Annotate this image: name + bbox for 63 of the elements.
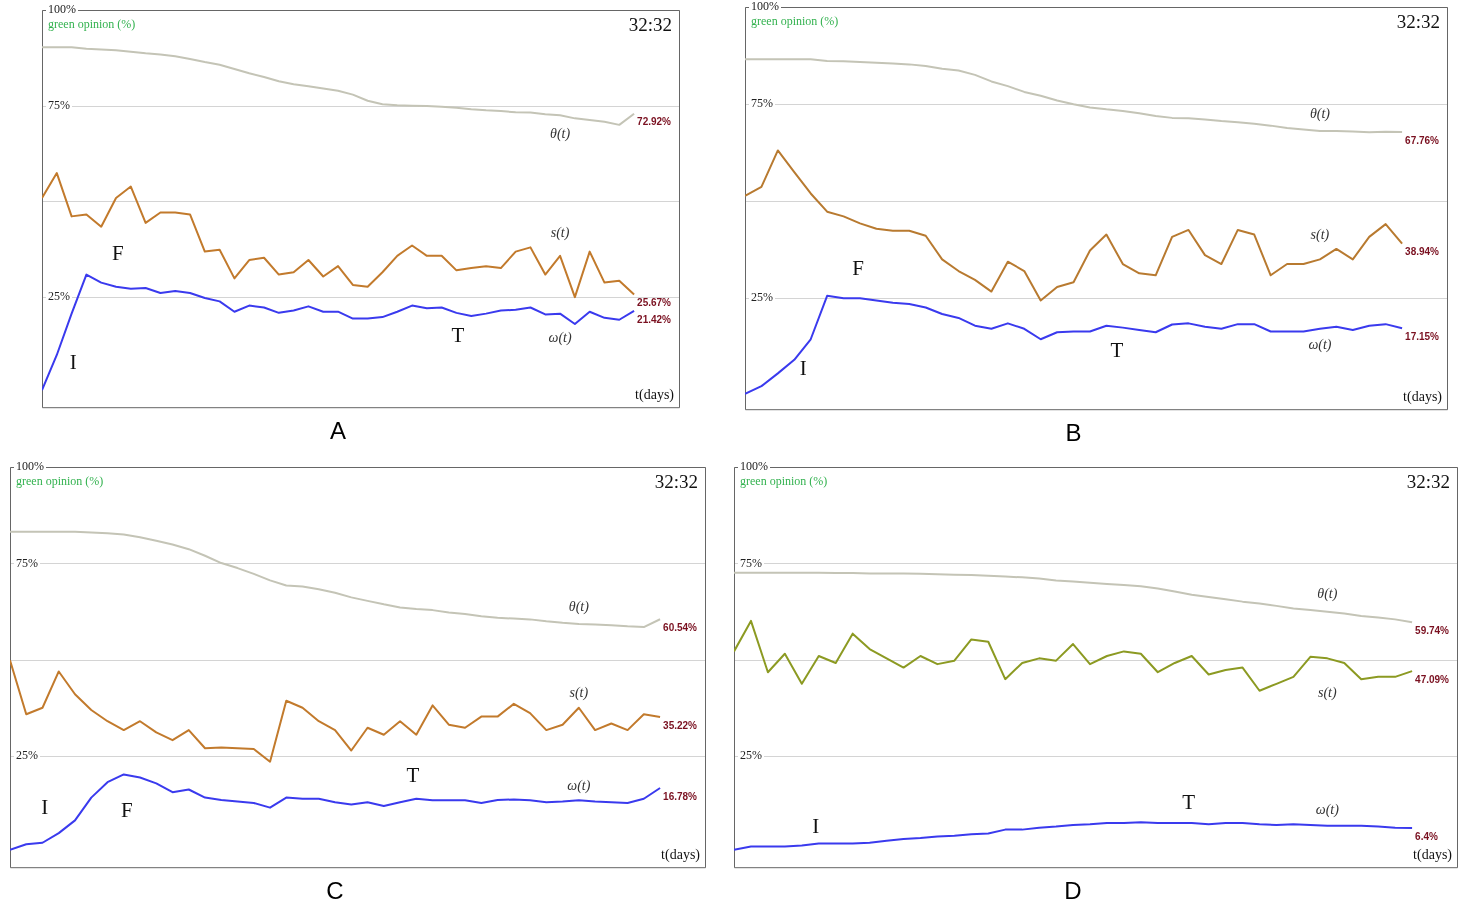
y-tick-label: 25% xyxy=(48,289,70,304)
annotation: T xyxy=(1182,789,1196,814)
data-label: 16.78% xyxy=(663,790,698,802)
series-label: ω(t) xyxy=(1315,801,1340,818)
series-label: θ(t) xyxy=(1309,105,1331,122)
y-tick-label: 100% xyxy=(48,2,76,17)
x-axis-title: t(days) xyxy=(1413,846,1453,863)
annotation: F xyxy=(112,240,124,265)
annotation: I xyxy=(41,794,49,819)
data-label: 21.42% xyxy=(637,313,672,325)
annotation: T xyxy=(1110,337,1124,362)
y-tick-label: 100% xyxy=(751,0,779,14)
series-label: ω(t) xyxy=(548,329,572,346)
data-label: 25.67% xyxy=(637,297,672,309)
y-tick-label: 25% xyxy=(751,289,773,304)
data-label: 60.54% xyxy=(663,621,698,633)
series-label: s(t) xyxy=(569,685,589,702)
annotation: 32:32 xyxy=(628,14,672,36)
text: D xyxy=(1064,877,1082,905)
y-axis-title: green opinion (%) xyxy=(751,14,839,29)
y-tick-label: 100% xyxy=(740,459,768,474)
series-label: θ(t) xyxy=(1317,586,1338,603)
annotation: F xyxy=(121,797,133,822)
y-axis-title: green opinion (%) xyxy=(16,474,104,489)
series-label: ω(t) xyxy=(1308,337,1332,354)
y-tick-label: 75% xyxy=(16,555,38,570)
data-label: 35.22% xyxy=(663,719,698,731)
text: A xyxy=(330,417,347,445)
y-tick-label: 25% xyxy=(16,748,38,763)
annotation: I xyxy=(69,349,77,374)
data-label: 38.94% xyxy=(1405,246,1440,258)
y-tick-label: 75% xyxy=(48,97,70,112)
text: B xyxy=(1065,419,1082,447)
annotation: 32:32 xyxy=(1396,11,1440,33)
x-axis-title: t(days) xyxy=(1403,388,1443,405)
annotation: T xyxy=(451,322,465,347)
x-axis-title: t(days) xyxy=(661,846,701,863)
series-label: s(t) xyxy=(1317,684,1337,701)
annotation: F xyxy=(852,256,865,281)
annotation: I xyxy=(799,355,807,380)
annotation: 32:32 xyxy=(654,471,698,493)
data-label: 59.74% xyxy=(1415,625,1450,637)
annotation: T xyxy=(406,762,420,787)
data-label: 67.76% xyxy=(1405,134,1440,146)
series-label: ω(t) xyxy=(567,777,591,794)
annotation: I xyxy=(812,813,820,838)
annotation: 32:32 xyxy=(1406,471,1450,493)
y-tick-label: 75% xyxy=(740,555,762,570)
x-axis-title: t(days) xyxy=(635,386,675,403)
series-label: θ(t) xyxy=(568,599,590,615)
data-label: 17.15% xyxy=(1405,330,1440,342)
text: C xyxy=(326,877,344,905)
y-tick-label: 75% xyxy=(751,96,773,111)
series-label: s(t) xyxy=(1310,226,1330,243)
y-axis-title: green opinion (%) xyxy=(48,17,136,32)
data-label: 72.92% xyxy=(637,116,672,128)
y-tick-label: 25% xyxy=(740,748,762,763)
y-tick-label: 100% xyxy=(16,459,44,474)
series-label: θ(t) xyxy=(550,125,571,142)
y-axis-title: green opinion (%) xyxy=(740,474,828,489)
data-label: 6.4% xyxy=(1415,830,1438,842)
data-label: 47.09% xyxy=(1415,673,1450,685)
series-label: s(t) xyxy=(550,225,570,242)
